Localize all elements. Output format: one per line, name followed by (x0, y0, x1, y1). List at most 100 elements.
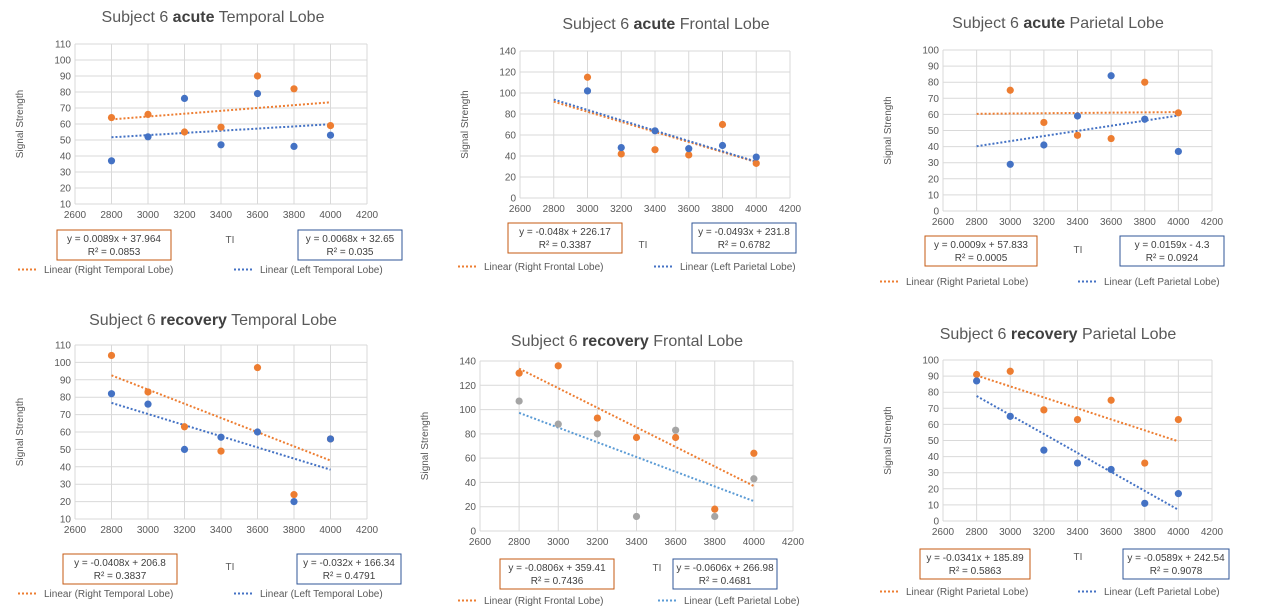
chart-title-suffix: Temporal Lobe (214, 9, 324, 26)
equation-box-right: y = -0.0408x + 206.8 R² = 0.3837 (62, 553, 178, 585)
y-tick-label: 110 (55, 40, 71, 51)
y-tick-label: 60 (60, 120, 72, 131)
data-point-series-2 (253, 90, 262, 98)
y-tick-label: 140 (499, 47, 516, 58)
data-point-series-2 (672, 426, 680, 434)
y-tick-label: 120 (499, 68, 516, 79)
trendline-r2: R² = 0.7436 (531, 576, 584, 587)
y-tick-label: 40 (505, 152, 517, 163)
chart-panel: Subject 6 recovery Frontal Lobe 0 20 40 60 80… (420, 333, 805, 607)
equation-box-left: y = 0.0159x - 4.3 R² = 0.0924 (1119, 235, 1225, 267)
data-point-series-1 (1174, 109, 1182, 117)
y-tick-label: 100 (922, 356, 939, 367)
data-point-series-1 (672, 433, 680, 442)
x-tick-label: 3800 (283, 525, 306, 536)
trendline-r2: R² = 0.0924 (1146, 253, 1199, 264)
chart-panel: Subject 6 recovery Parietal Lobe 0 10 20 30 4… (880, 326, 1230, 598)
data-point-series-1 (144, 110, 152, 118)
x-tick-label: 3200 (173, 210, 196, 221)
data-point-series-2 (290, 498, 298, 506)
data-point-series-2 (1040, 446, 1048, 454)
equation-box-border (919, 548, 1031, 580)
data-point-series-2 (752, 153, 760, 161)
equation-box-right: y = -0.048x + 226.17 R² = 0.3387 (507, 222, 623, 254)
x-tick-label: 2600 (64, 525, 87, 536)
data-point-series-2 (107, 390, 116, 398)
equation-box-border (691, 222, 797, 254)
trendline-r2: R² = 0.4681 (699, 576, 752, 587)
data-point-series-1 (1107, 396, 1115, 404)
x-axis-label: TI (226, 562, 235, 573)
data-point-series-1 (583, 73, 592, 81)
trendline-r2: R² = 0.0853 (88, 247, 141, 258)
y-tick-label: 80 (505, 110, 517, 121)
data-point-series-2 (617, 144, 625, 152)
data-point-series-1 (1006, 86, 1014, 94)
trendline-equation: y = 0.0068x + 32.65 (306, 234, 395, 245)
x-axis-label: TI (639, 240, 648, 251)
data-point-series-1 (253, 72, 262, 80)
x-tick-label: 3400 (1066, 217, 1089, 228)
trendline-r2: R² = 0.3387 (539, 240, 592, 251)
data-point-series-1 (1141, 78, 1149, 86)
y-tick-label: 0 (510, 194, 516, 205)
data-point-series-1 (632, 433, 641, 442)
equation-box-right: y = 0.0009x + 57.833 R² = 0.0005 (924, 235, 1038, 267)
data-point-series-2 (750, 475, 758, 483)
equation-box-border (62, 553, 178, 585)
y-tick-label: 30 (928, 468, 940, 479)
data-point-series-2 (180, 94, 189, 102)
chart-title-prefix: Subject 6 (940, 326, 1011, 343)
legend-entry: Linear (Right Temporal Lobe) (44, 265, 173, 276)
trendline-right (111, 374, 331, 462)
y-tick-label: 0 (933, 517, 939, 528)
x-tick-label: 2600 (64, 210, 87, 221)
equation-box-border (296, 553, 402, 585)
data-point-series-1 (752, 159, 760, 167)
y-tick-label: 60 (928, 110, 940, 121)
data-point-series-1 (750, 449, 758, 457)
trendline-equation: y = -0.0493x + 231.8 (698, 227, 790, 238)
data-point-series-2 (973, 377, 981, 385)
x-tick-label: 2800 (100, 525, 123, 536)
chart-title-bold: acute (1023, 15, 1065, 32)
data-point-series-2 (593, 430, 601, 438)
y-tick-label: 0 (933, 207, 939, 218)
y-tick-label: 90 (928, 372, 940, 383)
data-point-series-1 (1141, 459, 1149, 467)
x-tick-label: 2800 (966, 527, 989, 538)
legend-entry: Linear (Left Parietal Lobe) (1104, 277, 1220, 288)
y-tick-label: 80 (928, 388, 940, 399)
data-point-series-1 (144, 388, 152, 396)
x-tick-label: 3400 (1066, 527, 1089, 538)
data-point-series-1 (107, 114, 116, 122)
chart-title: Subject 6 recovery Temporal Lobe (89, 312, 337, 329)
x-tick-label: 2600 (932, 217, 955, 228)
y-axis-label: Signal Strength (15, 90, 26, 158)
x-tick-label: 3400 (644, 204, 667, 215)
x-tick-label: 4200 (779, 204, 802, 215)
x-tick-label: 2600 (932, 527, 955, 538)
data-point-series-1 (180, 128, 189, 136)
data-point-series-1 (1174, 415, 1182, 424)
legend-entry: Linear (Right Frontal Lobe) (484, 262, 604, 273)
data-point-series-2 (1006, 412, 1014, 420)
data-point-series-2 (1073, 459, 1082, 467)
chart-title-prefix: Subject 6 (511, 333, 582, 350)
equation-box-left: y = -0.0606x + 266.98 R² = 0.4681 (672, 558, 778, 590)
y-tick-label: 20 (60, 184, 72, 195)
x-tick-label: 4000 (319, 525, 342, 536)
data-point-series-1 (617, 150, 625, 158)
data-point-series-2 (326, 435, 335, 443)
data-point-series-1 (1040, 406, 1048, 414)
chart-panel: Subject 6 recovery Temporal Lobe 10 20 30 40… (15, 312, 402, 600)
y-tick-label: 80 (465, 429, 477, 440)
x-tick-label: 3800 (283, 210, 306, 221)
equation-box-border (924, 235, 1038, 267)
x-tick-label: 3200 (586, 537, 609, 548)
x-tick-label: 3200 (1033, 217, 1056, 228)
data-point-series-2 (1040, 141, 1048, 149)
x-axis-label: TI (653, 563, 662, 574)
x-tick-label: 3600 (1100, 527, 1123, 538)
